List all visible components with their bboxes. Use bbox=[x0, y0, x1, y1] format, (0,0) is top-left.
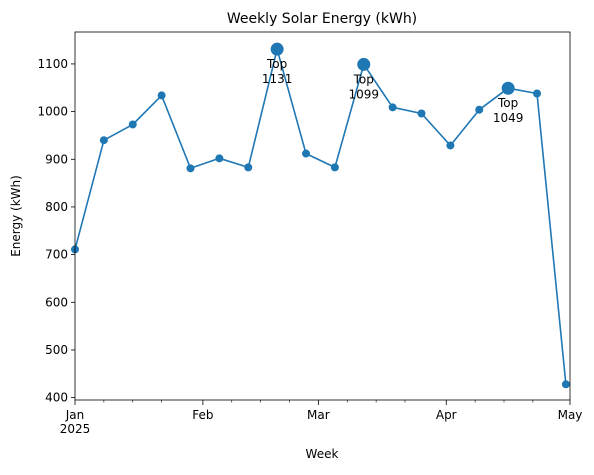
annotation-label: Top bbox=[497, 96, 518, 110]
data-point bbox=[446, 141, 455, 150]
y-tick-label: 600 bbox=[45, 295, 68, 309]
peak-marker bbox=[270, 42, 284, 56]
annotation-value: 1099 bbox=[348, 87, 379, 101]
x-tick-sublabel: 2025 bbox=[60, 422, 91, 436]
axes-frame bbox=[74, 31, 571, 401]
x-tick-label: May bbox=[558, 408, 583, 422]
data-point bbox=[244, 163, 253, 172]
x-tick-label: Jan bbox=[65, 408, 85, 422]
chart-title: Weekly Solar Energy (kWh) bbox=[227, 11, 417, 27]
y-tick-label: 800 bbox=[45, 200, 68, 214]
annotation-label: Top bbox=[353, 72, 374, 86]
x-tick-label: Apr bbox=[436, 408, 457, 422]
x-tick-label: Mar bbox=[307, 408, 330, 422]
annotation-label: Top bbox=[266, 57, 287, 71]
annotation-value: 1049 bbox=[493, 111, 524, 125]
y-axis-label: Energy (kWh) bbox=[9, 175, 23, 257]
data-point bbox=[99, 136, 108, 145]
x-axis-label: Week bbox=[306, 447, 339, 461]
peak-marker bbox=[501, 81, 515, 95]
y-tick-label: 400 bbox=[45, 391, 68, 405]
series-line bbox=[74, 48, 567, 385]
data-point bbox=[475, 105, 484, 114]
data-point bbox=[186, 164, 195, 173]
data-point bbox=[302, 149, 310, 158]
y-tick-label: 700 bbox=[45, 248, 68, 262]
data-point bbox=[128, 120, 137, 129]
data-point bbox=[561, 380, 570, 389]
data-point bbox=[157, 91, 166, 100]
data-point bbox=[388, 103, 397, 112]
x-tick-label: Feb bbox=[192, 408, 213, 422]
peak-marker bbox=[357, 57, 371, 71]
y-tick-label: 500 bbox=[45, 343, 68, 357]
y-tick-label: 1000 bbox=[37, 105, 68, 119]
y-tick-label: 1100 bbox=[37, 57, 68, 71]
data-point bbox=[215, 154, 224, 163]
data-point bbox=[533, 89, 541, 98]
annotation-value: 1131 bbox=[262, 72, 293, 86]
y-tick-label: 900 bbox=[45, 152, 68, 166]
data-point bbox=[417, 109, 426, 118]
data-point bbox=[330, 163, 339, 172]
